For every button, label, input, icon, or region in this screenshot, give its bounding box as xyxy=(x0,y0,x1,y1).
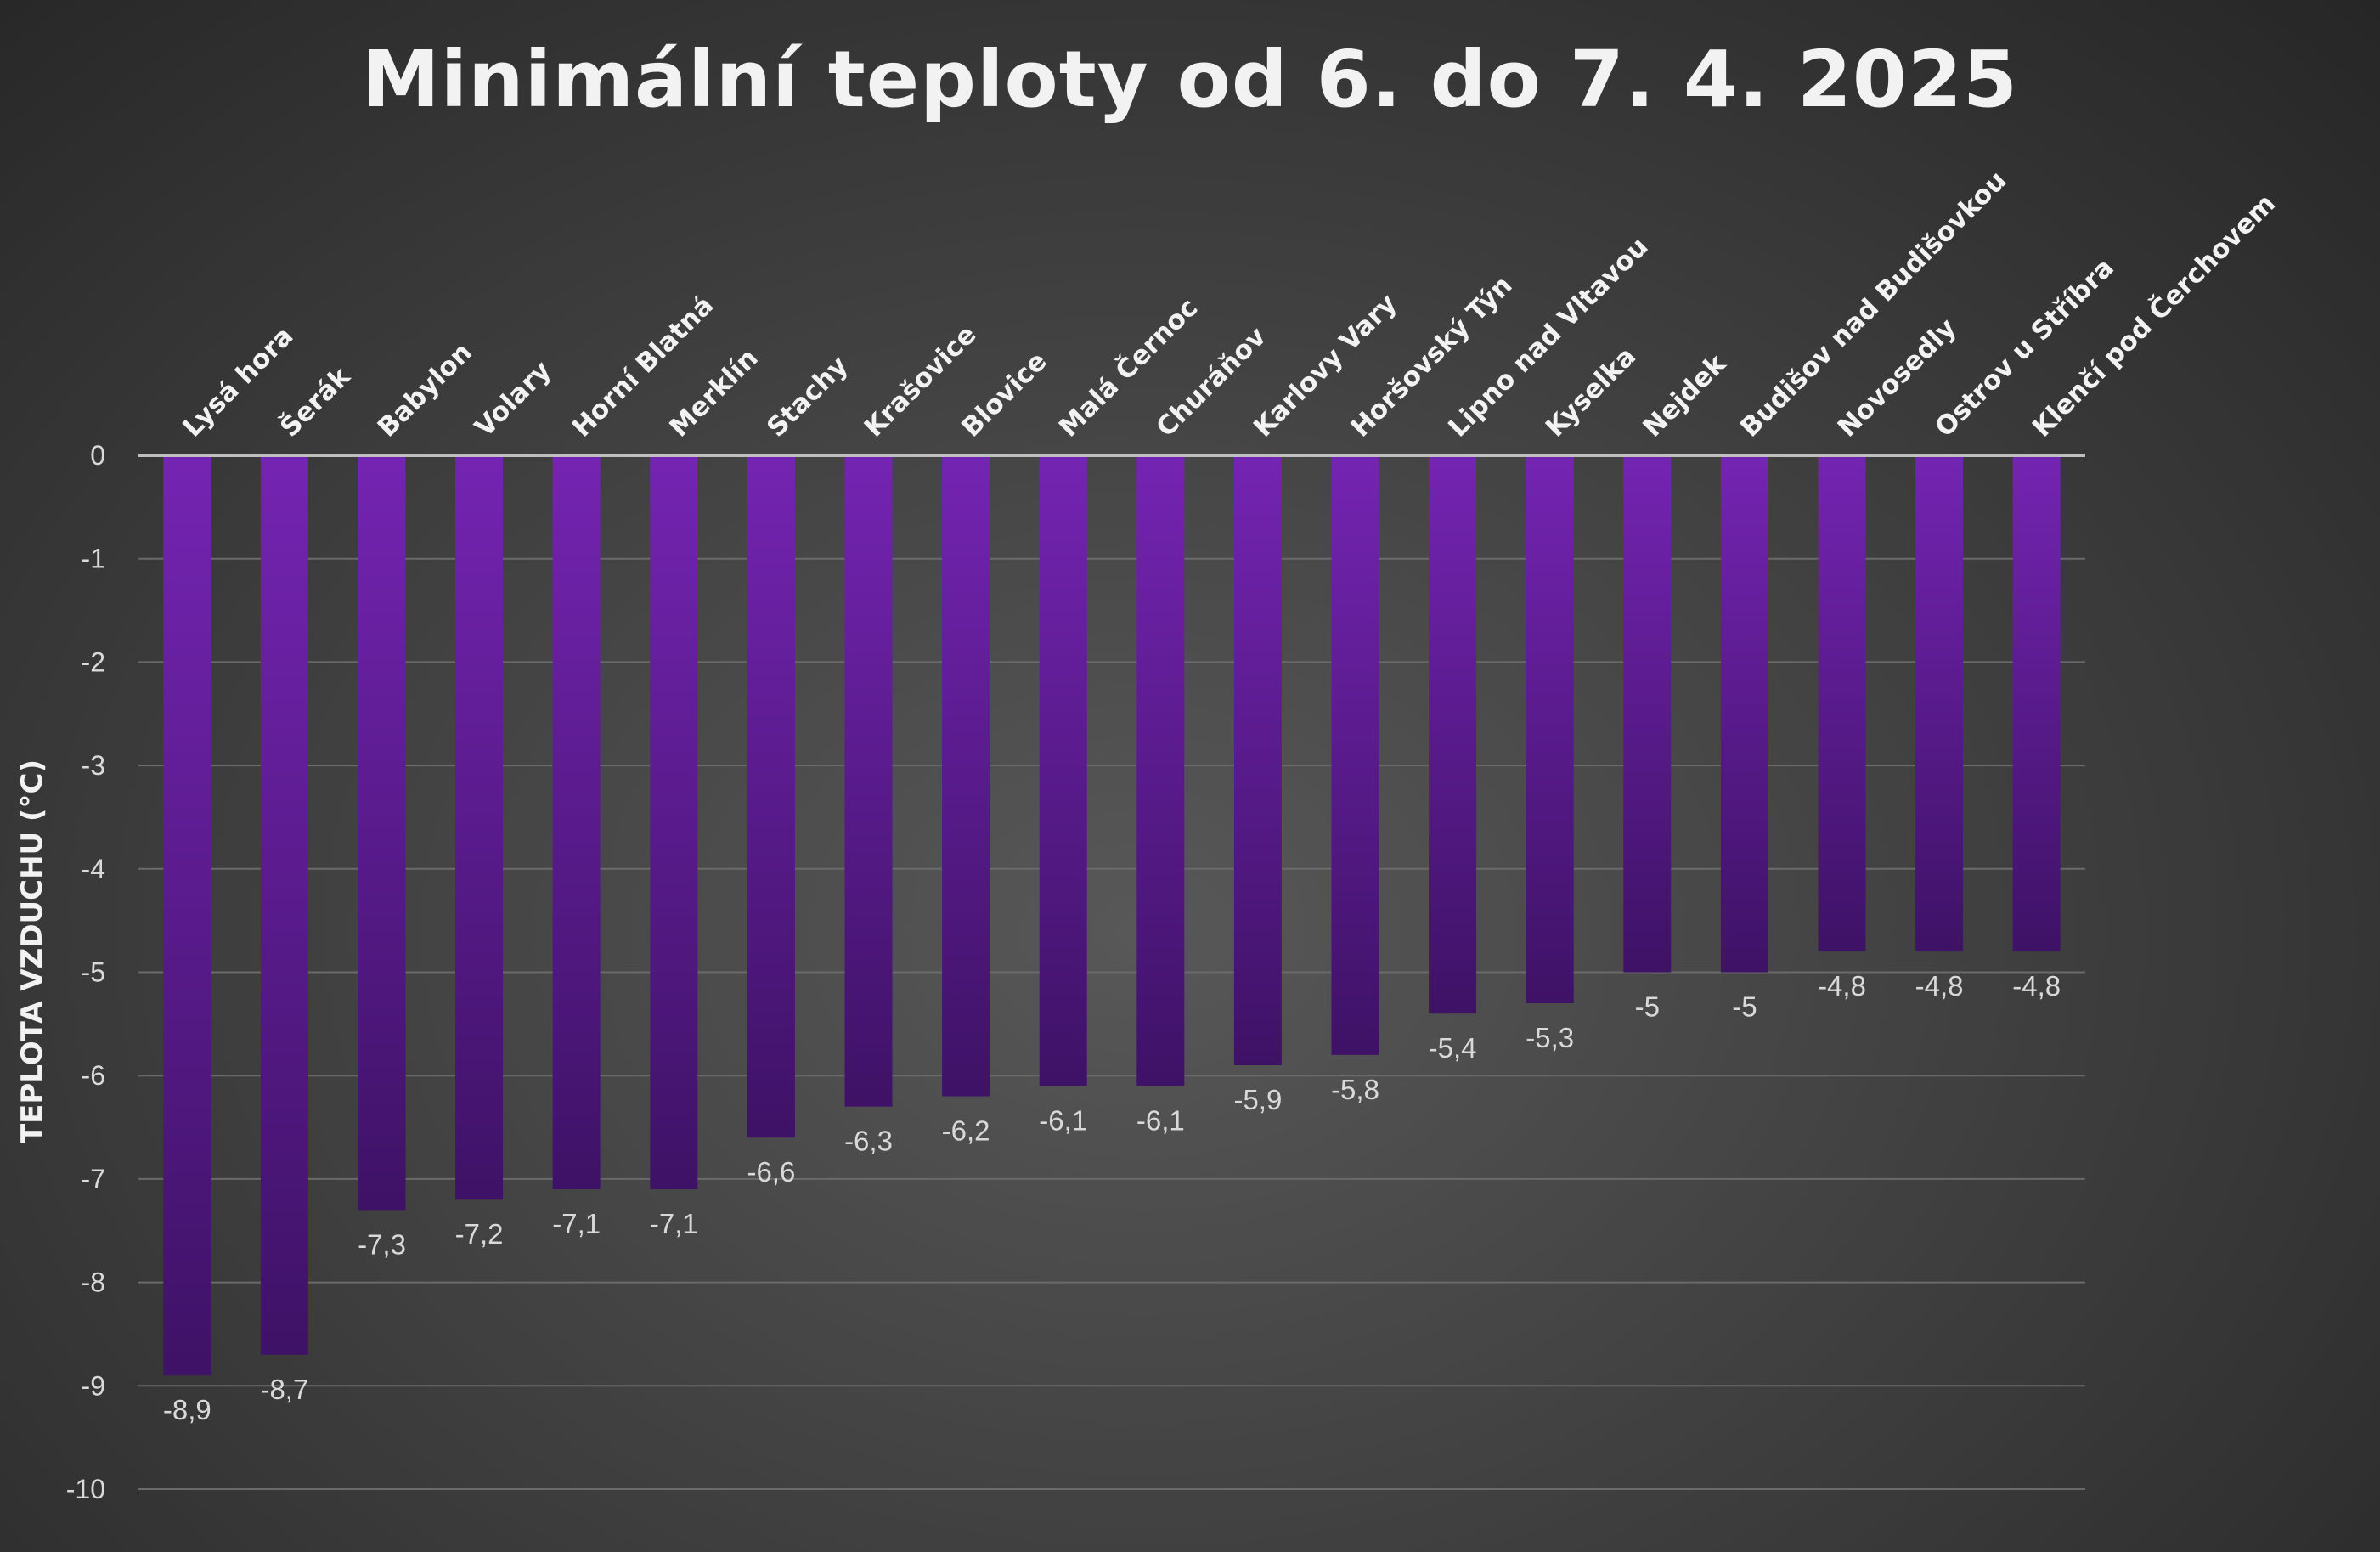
data-label: -4,8 xyxy=(2012,970,2061,1002)
gridlines xyxy=(138,557,2085,1490)
data-label: -8,7 xyxy=(260,1374,308,1405)
x-tick-label: Merklín xyxy=(664,342,764,443)
y-tick-label: -8 xyxy=(82,1267,105,1298)
bar xyxy=(455,455,504,1200)
bar xyxy=(650,455,698,1190)
x-tick-label: Lipno nad Vltavou xyxy=(1442,231,1654,443)
data-label: -6,3 xyxy=(844,1126,893,1157)
bar xyxy=(1818,455,1866,952)
data-label: -7,3 xyxy=(358,1228,406,1260)
y-tick-label: 0 xyxy=(90,440,105,471)
bar xyxy=(747,455,795,1138)
data-label: -5 xyxy=(1732,991,1757,1023)
bar xyxy=(1039,455,1087,1086)
data-labels: -8,9 -8,7 -7,3 -7,2 -7,1 -7,1 -6,6 -6,3 -6,2 -6,1… xyxy=(163,970,2061,1425)
bar xyxy=(1623,455,1672,973)
x-tick-label: Blovice xyxy=(956,346,1052,443)
data-label: -5,8 xyxy=(1331,1074,1379,1105)
bar xyxy=(1429,455,1477,1014)
data-label: -7,1 xyxy=(650,1208,698,1239)
y-tick-label: -5 xyxy=(82,957,105,988)
y-tick-label: -6 xyxy=(82,1060,105,1091)
bar xyxy=(942,455,990,1097)
data-label: -8,9 xyxy=(163,1394,211,1425)
x-tick-label: Horšovský Týn xyxy=(1345,270,1519,443)
data-label: -5,3 xyxy=(1526,1022,1574,1053)
x-tick-label: Kyselka xyxy=(1540,341,1642,443)
bar xyxy=(1233,455,1282,1066)
y-tick-label: -4 xyxy=(82,854,105,884)
y-tick-label: -10 xyxy=(66,1474,105,1504)
y-tick-label: -1 xyxy=(82,544,105,574)
data-label: -4,8 xyxy=(1818,970,1866,1002)
data-label: -6,1 xyxy=(1136,1104,1185,1136)
x-tick-label: Šerák xyxy=(274,360,357,443)
data-label: -4,8 xyxy=(1915,970,1964,1002)
data-label: -5,4 xyxy=(1429,1032,1477,1064)
bars xyxy=(163,455,2061,1376)
data-label: -6,2 xyxy=(942,1115,990,1147)
y-tick-label: -3 xyxy=(82,750,105,781)
bar xyxy=(2012,455,2061,952)
y-tick-labels: 0 -1 -2 -3 -4 -5 -6 -7 -8 -9 -10 xyxy=(66,440,105,1504)
chart-title: Minimální teploty od 6. do 7. 4. 2025 xyxy=(362,34,2018,125)
y-tick-label: -7 xyxy=(82,1164,105,1194)
bar xyxy=(552,455,601,1190)
bar xyxy=(1915,455,1964,952)
bar xyxy=(1136,455,1185,1086)
bar xyxy=(1526,455,1574,1004)
data-label: -6,6 xyxy=(747,1156,795,1188)
x-tick-label: Ostrov u Stříbra xyxy=(1929,252,2120,443)
data-label: -7,2 xyxy=(455,1218,504,1250)
bar xyxy=(260,455,308,1355)
data-label: -7,1 xyxy=(552,1208,601,1239)
bar xyxy=(163,455,211,1376)
bar xyxy=(1331,455,1379,1055)
x-tick-label: Nejdek xyxy=(1638,347,1733,443)
x-tick-label: Stachy xyxy=(761,350,854,443)
y-tick-label: -9 xyxy=(82,1370,105,1401)
x-tick-label: Volary xyxy=(469,355,557,443)
data-label: -6,1 xyxy=(1039,1104,1087,1136)
bar xyxy=(1720,455,1768,973)
bar xyxy=(358,455,406,1211)
bar xyxy=(844,455,893,1107)
data-label: -5,9 xyxy=(1233,1084,1282,1115)
data-label: -5 xyxy=(1635,991,1660,1023)
x-tick-label: Babylon xyxy=(372,337,478,443)
y-tick-label: -2 xyxy=(82,646,105,677)
